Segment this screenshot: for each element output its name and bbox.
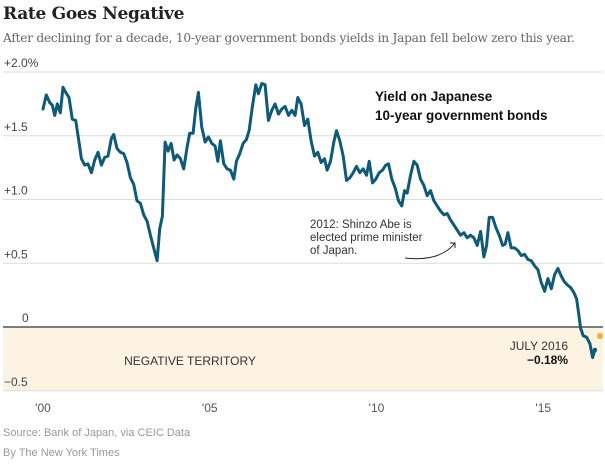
series-label: 10-year government bonds	[375, 108, 548, 123]
negative-territory-band	[3, 327, 603, 391]
x-tick-label: '15	[535, 401, 551, 415]
annotation-text: elected prime minister	[310, 232, 423, 244]
x-tick-label: '10	[369, 401, 385, 415]
annotation-arrow	[404, 242, 456, 260]
yield-line	[41, 82, 597, 360]
y-tick-label: 0	[22, 311, 29, 325]
highlight-dot	[596, 332, 604, 340]
line-chart: +2.0% +1.5 +1.0 +0.5 0 −0.5 '00 '05 '10 '15 NEGATI…	[3, 56, 604, 415]
source-note: Source: Bank of Japan, via CEIC Data	[3, 427, 191, 439]
end-point-marker	[592, 347, 598, 353]
chart-subtitle: After declining for a decade, 10-year go…	[3, 31, 575, 45]
x-tick-label: '05	[202, 401, 218, 415]
chart-title: Rate Goes Negative	[3, 4, 185, 24]
annotation-text: 2012: Shinzo Abe is	[310, 219, 412, 231]
x-tick-label: '00	[35, 401, 51, 415]
series-label: Yield on Japanese	[375, 89, 493, 104]
annotation-text: of Japan.	[310, 245, 357, 257]
y-tick-label: +1.5	[4, 120, 28, 134]
end-value-label: −0.18%	[527, 353, 568, 367]
credit-note: By The New York Times	[3, 447, 120, 459]
y-tick-label: +0.5	[4, 247, 28, 261]
y-tick-label: +1.0	[4, 184, 28, 198]
y-tick-label: +2.0%	[4, 56, 39, 70]
negative-territory-label: NEGATIVE TERRITORY	[124, 354, 256, 368]
arrow-head-icon	[450, 242, 456, 248]
end-date-label: JULY 2016	[510, 339, 569, 353]
y-tick-label: −0.5	[4, 375, 28, 389]
